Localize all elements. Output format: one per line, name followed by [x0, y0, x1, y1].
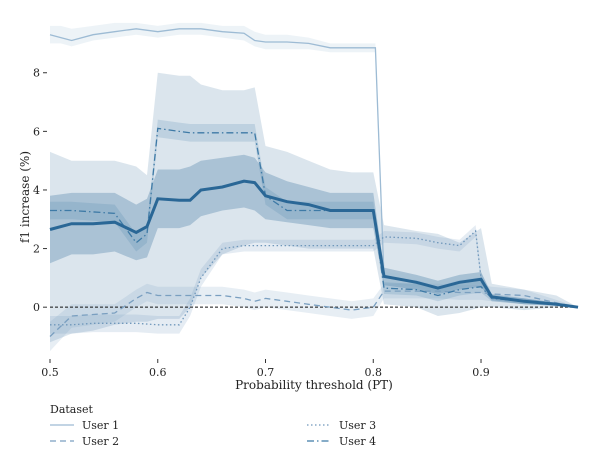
legend-label-3: User 3 — [339, 419, 376, 432]
y-tick-label: 2 — [33, 243, 40, 256]
confidence-bands — [50, 22, 578, 352]
legend-label-2: User 2 — [82, 435, 119, 448]
series-band-4 — [50, 119, 578, 308]
y-tick-label: 0 — [33, 301, 40, 314]
series-line-4 — [50, 127, 579, 308]
x-axis-label: Probability threshold (PT) — [235, 378, 393, 392]
axes: 0.5 0.6 0.7 0.8 0.9 0 2 4 6 8 — [33, 67, 490, 379]
x-tick-label: 0.7 — [257, 366, 275, 379]
legend-title: Dataset — [50, 403, 94, 416]
y-axis-label: f1 increase (%) — [18, 151, 32, 243]
y-tick-label: 8 — [33, 67, 40, 80]
legend-label-4: User 4 — [339, 435, 376, 448]
x-tick-label: 0.5 — [41, 366, 59, 379]
series-line-2 — [49, 290, 579, 337]
x-tick-label: 0.9 — [472, 366, 490, 379]
x-tick-label: 0.6 — [149, 366, 167, 379]
series-lines — [49, 28, 579, 337]
mean-inner-band — [50, 154, 578, 308]
x-tick-label: 0.8 — [365, 366, 383, 379]
mean-line — [49, 179, 579, 309]
y-tick-label: 4 — [33, 184, 40, 197]
legend: Dataset User 1 User 2 User 3 User 4 — [50, 403, 376, 448]
y-tick-label: 6 — [33, 125, 40, 138]
legend-label-1: User 1 — [82, 419, 119, 432]
series-band-2 — [50, 283, 578, 352]
series-line-3 — [50, 229, 579, 326]
